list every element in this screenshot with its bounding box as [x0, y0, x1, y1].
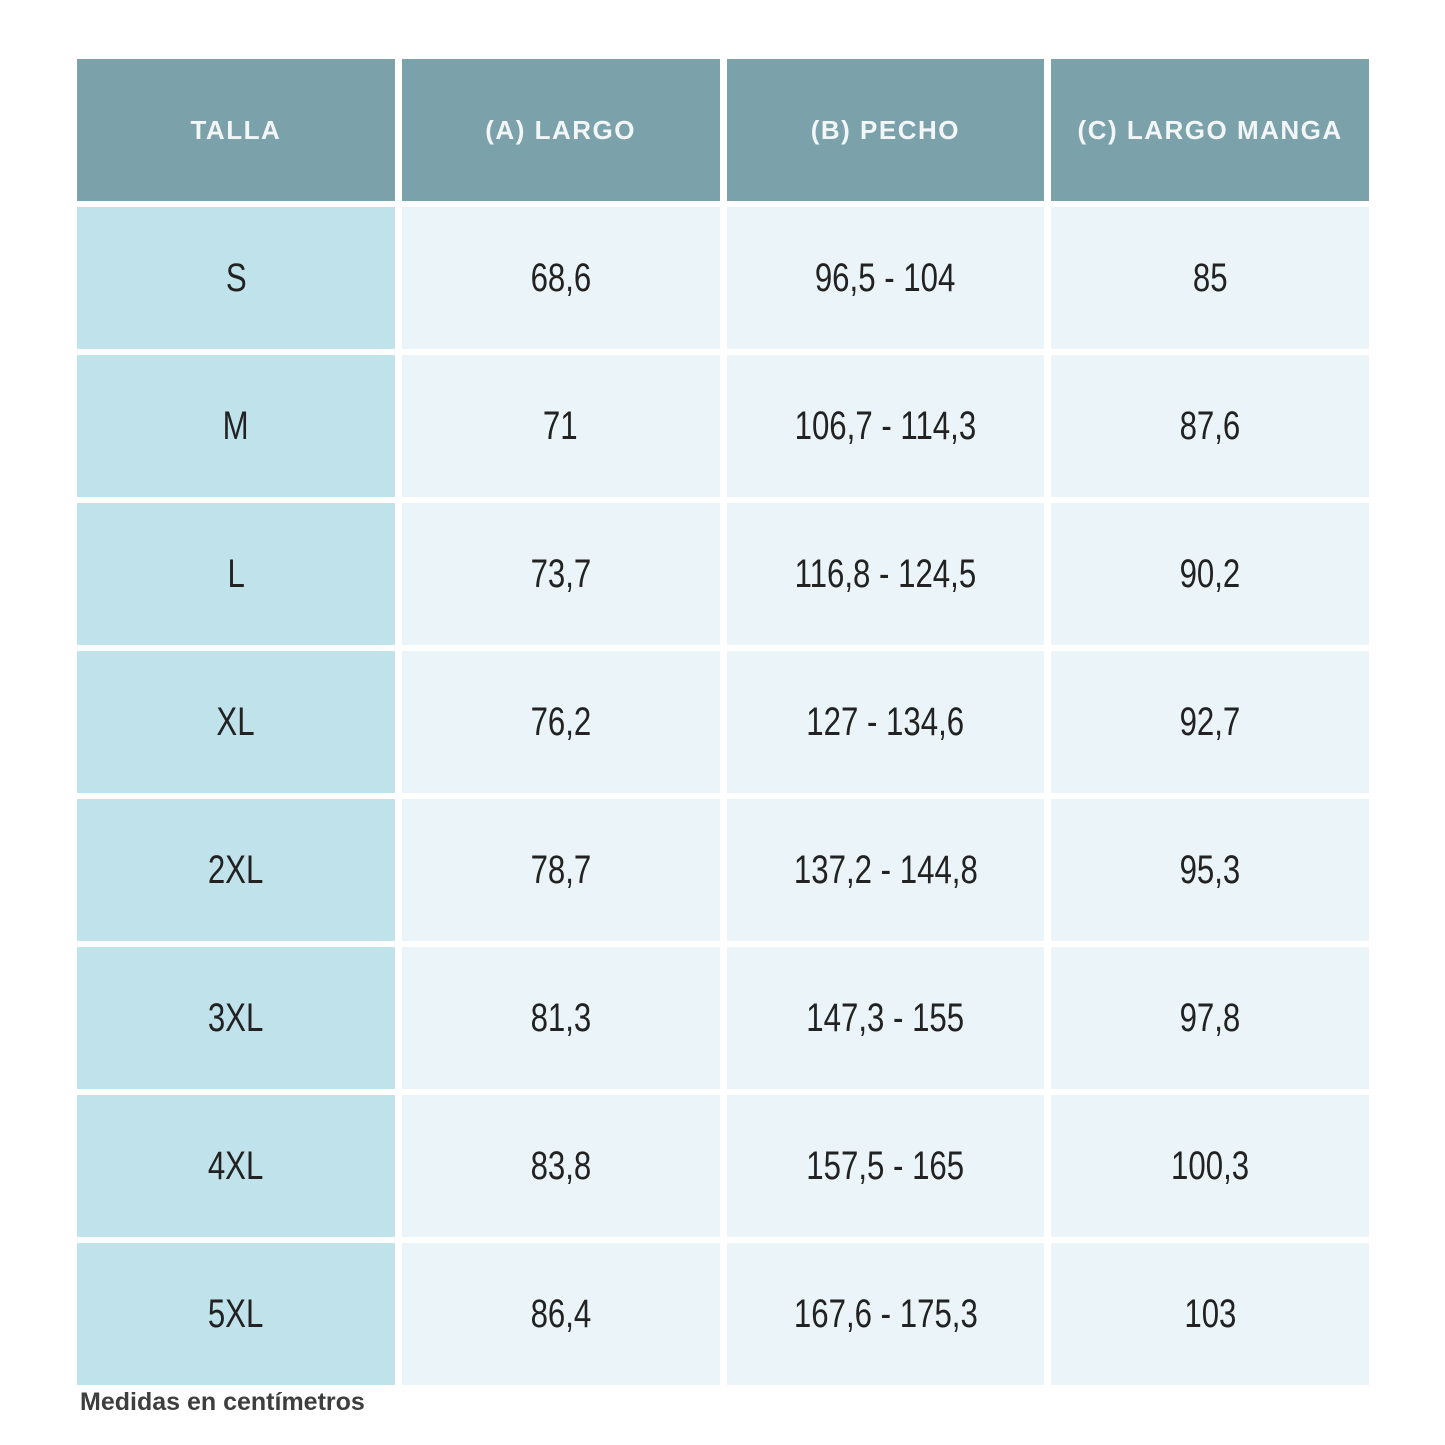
cell-3xl-manga: 97,8	[1051, 947, 1369, 1089]
size-cell-m: M	[77, 355, 395, 497]
column-header-pecho: (B) PECHO	[726, 59, 1045, 201]
pecho-value: 137,2 - 144,8	[793, 847, 978, 892]
size-value: L	[227, 551, 245, 596]
size-cell-3xl: 3XL	[77, 947, 395, 1089]
manga-value: 87,6	[1179, 403, 1241, 448]
pecho-value: 157,5 - 165	[806, 1143, 965, 1188]
cell-l-pecho: 116,8 - 124,5	[726, 503, 1045, 645]
cell-2xl-largo: 78,7	[401, 799, 720, 941]
size-cell-s: S	[77, 207, 395, 349]
largo-value: 73,7	[530, 551, 591, 596]
cell-m-manga: 87,6	[1051, 355, 1369, 497]
size-value: S	[225, 255, 247, 300]
size-value: 3XL	[208, 995, 264, 1040]
cell-5xl-pecho: 167,6 - 175,3	[726, 1243, 1045, 1385]
manga-value: 97,8	[1179, 995, 1241, 1040]
size-value: 5XL	[208, 1291, 264, 1336]
cell-2xl-pecho: 137,2 - 144,8	[726, 799, 1045, 941]
cell-m-largo: 71	[401, 355, 720, 497]
pecho-value: 127 - 134,6	[806, 699, 965, 744]
size-value: M	[222, 403, 249, 448]
pecho-value: 106,7 - 114,3	[794, 403, 977, 448]
cell-4xl-largo: 83,8	[401, 1095, 720, 1237]
cell-l-manga: 90,2	[1051, 503, 1369, 645]
cell-3xl-largo: 81,3	[401, 947, 720, 1089]
units-note: Medidas en centímetros	[80, 1388, 365, 1416]
manga-value: 92,7	[1179, 699, 1241, 744]
size-cell-l: L	[77, 503, 395, 645]
column-header-talla: TALLA	[77, 59, 395, 201]
manga-value: 100,3	[1171, 1143, 1250, 1188]
cell-s-largo: 68,6	[401, 207, 720, 349]
cell-s-manga: 85	[1051, 207, 1369, 349]
manga-value: 85	[1192, 255, 1228, 300]
manga-value: 90,2	[1179, 551, 1241, 596]
cell-xl-manga: 92,7	[1051, 651, 1369, 793]
size-cell-2xl: 2XL	[77, 799, 395, 941]
cell-5xl-largo: 86,4	[401, 1243, 720, 1385]
largo-value: 71	[543, 403, 578, 448]
manga-value: 95,3	[1179, 847, 1241, 892]
size-value: 4XL	[208, 1143, 264, 1188]
size-value: XL	[216, 699, 255, 744]
cell-2xl-manga: 95,3	[1051, 799, 1369, 941]
pecho-value: 167,6 - 175,3	[793, 1291, 978, 1336]
column-header-largo: (A) LARGO	[401, 59, 720, 201]
manga-value: 103	[1184, 1291, 1237, 1336]
cell-4xl-manga: 100,3	[1051, 1095, 1369, 1237]
cell-4xl-pecho: 157,5 - 165	[726, 1095, 1045, 1237]
pecho-value: 96,5 - 104	[815, 255, 956, 300]
cell-xl-largo: 76,2	[401, 651, 720, 793]
column-header-largo-manga: (C) LARGO MANGA	[1051, 59, 1369, 201]
cell-m-pecho: 106,7 - 114,3	[726, 355, 1045, 497]
size-value: 2XL	[208, 847, 264, 892]
cell-s-pecho: 96,5 - 104	[726, 207, 1045, 349]
size-cell-4xl: 4XL	[77, 1095, 395, 1237]
size-chart-table: TALLA (A) LARGO (B) PECHO (C) LARGO MANG…	[77, 59, 1369, 1385]
cell-3xl-pecho: 147,3 - 155	[726, 947, 1045, 1089]
pecho-value: 147,3 - 155	[806, 995, 965, 1040]
size-cell-xl: XL	[77, 651, 395, 793]
cell-xl-pecho: 127 - 134,6	[726, 651, 1045, 793]
size-cell-5xl: 5XL	[77, 1243, 395, 1385]
largo-value: 83,8	[530, 1143, 591, 1188]
largo-value: 68,6	[530, 255, 591, 300]
largo-value: 78,7	[530, 847, 591, 892]
cell-l-largo: 73,7	[401, 503, 720, 645]
largo-value: 76,2	[530, 699, 591, 744]
pecho-value: 116,8 - 124,5	[794, 551, 977, 596]
cell-5xl-manga: 103	[1051, 1243, 1369, 1385]
largo-value: 81,3	[530, 995, 591, 1040]
largo-value: 86,4	[530, 1291, 591, 1336]
